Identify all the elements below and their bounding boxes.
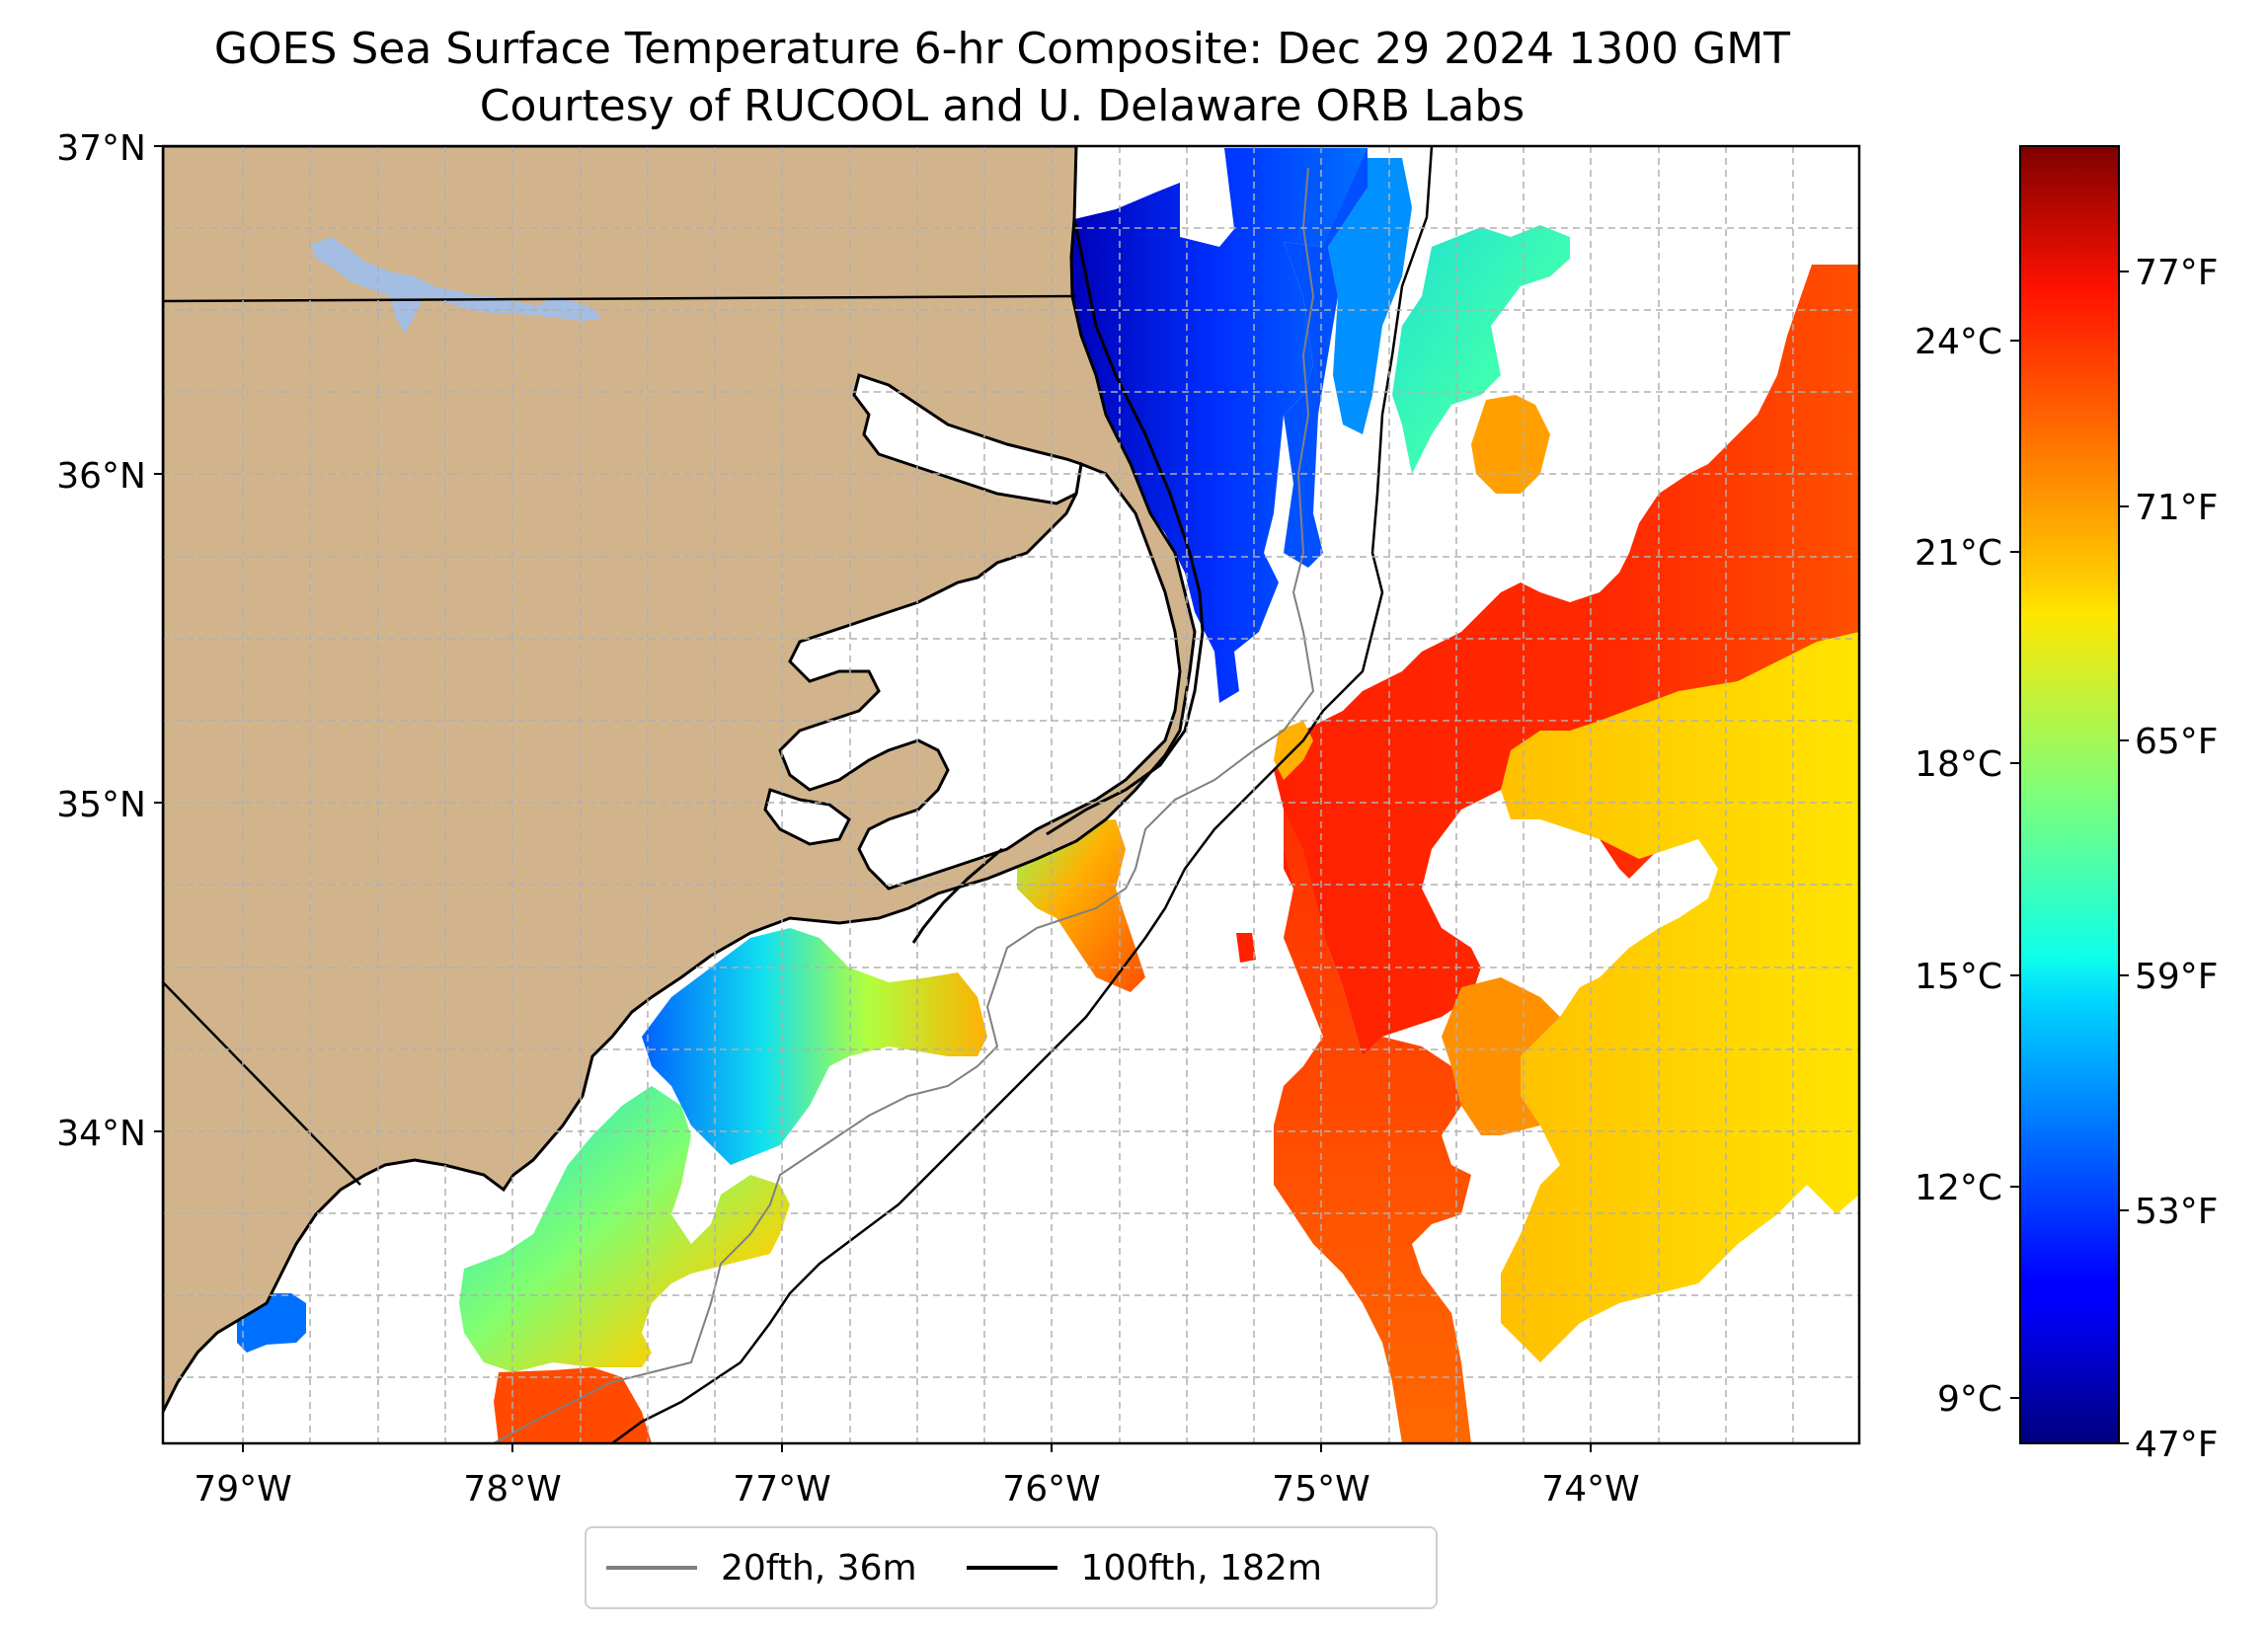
sst-gulf-stream bbox=[1274, 265, 1859, 1056]
colorbar bbox=[2019, 145, 2120, 1444]
gridlines bbox=[163, 146, 1859, 1443]
cb-celsius-9: 9°C bbox=[1937, 1379, 2002, 1420]
sst-cyan-ne bbox=[1392, 225, 1570, 474]
cb-fahrenheit-65: 65°F bbox=[2135, 722, 2219, 762]
cb-celsius-24: 24°C bbox=[1915, 322, 2002, 362]
isobath-100fth bbox=[611, 146, 1434, 1443]
lat-label-37: 37°N bbox=[56, 128, 146, 169]
map-subtitle: Courtesy of RUCOOL and U. Delaware ORB L… bbox=[479, 81, 1525, 131]
lake-kerr bbox=[311, 237, 602, 334]
sst-onslow bbox=[642, 928, 987, 1165]
state-borders bbox=[163, 294, 1077, 1186]
lat-label-36: 36°N bbox=[56, 456, 146, 497]
cb-fahrenheit-71: 71°F bbox=[2135, 488, 2219, 528]
map-content bbox=[163, 146, 1859, 1443]
cb-celsius-12: 12°C bbox=[1915, 1168, 2002, 1208]
lat-label-34: 34°N bbox=[56, 1114, 146, 1154]
barrier-islands bbox=[911, 218, 1205, 944]
lon-label-77: 77°W bbox=[733, 1469, 830, 1510]
outer-banks-north bbox=[1072, 218, 1205, 633]
sst-cold-plume bbox=[1071, 148, 1368, 703]
cb-celsius-15: 15°C bbox=[1915, 957, 2002, 997]
sst-red-dot bbox=[1236, 933, 1256, 963]
isobath-20fth bbox=[493, 167, 1315, 1443]
sst-orange-transition bbox=[1442, 977, 1560, 1135]
sst-gulf-stream-south bbox=[1274, 810, 1471, 1443]
cb-fahrenheit-59: 59°F bbox=[2135, 957, 2219, 997]
map-frame bbox=[161, 144, 1861, 1445]
legend-label-100fth: 100fth, 182m bbox=[1080, 1547, 1322, 1588]
neuse-river bbox=[763, 788, 851, 846]
legend-swatch-20fth bbox=[606, 1566, 697, 1570]
lon-label-76: 76°W bbox=[1002, 1469, 1100, 1510]
legend-item-100fth: 100fth, 182m bbox=[966, 1547, 1322, 1588]
legend-item-20fth: 20fth, 36m bbox=[606, 1548, 917, 1588]
map-title: GOES Sea Surface Temperature 6-hr Compos… bbox=[213, 24, 1791, 74]
nc-sc-border bbox=[163, 981, 361, 1186]
land-layer bbox=[163, 146, 1197, 1413]
core-banks bbox=[911, 847, 1003, 944]
lon-label-75: 75°W bbox=[1272, 1469, 1369, 1510]
cb-celsius-18: 18°C bbox=[1915, 744, 2002, 785]
lon-label-78: 78°W bbox=[463, 1469, 561, 1510]
lon-label-74: 74°W bbox=[1541, 1469, 1639, 1510]
isobaths bbox=[493, 146, 1434, 1443]
sst-long-bay bbox=[459, 1086, 790, 1372]
legend-swatch-100fth bbox=[966, 1566, 1057, 1570]
pamlico-sound bbox=[778, 461, 1182, 890]
outer-banks-south bbox=[1046, 631, 1205, 836]
sst-orange-ne bbox=[1471, 395, 1550, 494]
colorbar-ticks bbox=[2010, 271, 2129, 1444]
legend-label-20fth: 20fth, 36m bbox=[721, 1547, 917, 1588]
sst-long-bay-south bbox=[494, 1367, 652, 1443]
lon-label-79: 79°W bbox=[194, 1469, 291, 1510]
sst-blue-east bbox=[1328, 158, 1412, 434]
sst-layer bbox=[237, 148, 1859, 1443]
sst-blue-right bbox=[1284, 148, 1368, 568]
cb-fahrenheit-77: 77°F bbox=[2135, 253, 2219, 293]
map-ticks bbox=[154, 145, 1592, 1452]
albemarle-sound bbox=[852, 373, 1083, 505]
isobath-legend: 20fth, 36m 100fth, 182m bbox=[585, 1526, 1438, 1609]
nc-va-border bbox=[163, 294, 1077, 303]
cb-fahrenheit-47: 47°F bbox=[2135, 1425, 2219, 1465]
lat-label-35: 35°N bbox=[56, 785, 146, 825]
sst-cape-patch bbox=[1017, 819, 1145, 992]
cb-fahrenheit-53: 53°F bbox=[2135, 1192, 2219, 1232]
cb-celsius-21: 21°C bbox=[1915, 533, 2002, 574]
